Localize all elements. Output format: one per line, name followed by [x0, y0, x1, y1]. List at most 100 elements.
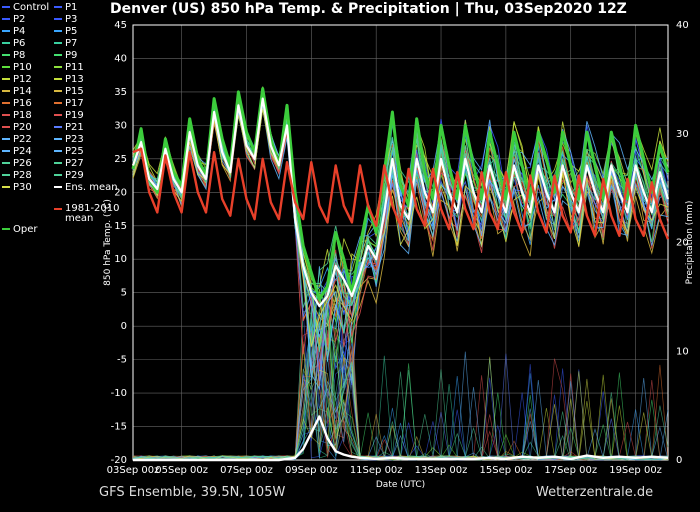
legend-label: P15 — [65, 86, 84, 97]
legend-item: 1981-2010 mean — [54, 203, 123, 223]
legend-swatch — [54, 18, 62, 20]
legend-item: P27 — [54, 158, 84, 170]
y-tick-label: -10 — [111, 388, 127, 399]
member-precip-line — [132, 332, 669, 461]
y-tick-label: 20 — [114, 187, 127, 198]
legend-swatch — [2, 150, 10, 152]
legend-label: P4 — [13, 26, 26, 37]
x-tick-label: 03Sep 00z — [107, 465, 160, 476]
legend-label: P25 — [65, 146, 84, 157]
member-precip-line — [132, 327, 669, 461]
legend-swatch — [2, 6, 10, 8]
x-tick-label: 19Sep 00z — [609, 465, 662, 476]
legend-item: P4 — [2, 26, 25, 38]
legend-label: P9 — [65, 50, 78, 61]
legend-swatch — [54, 186, 62, 188]
legend-item: P22 — [2, 134, 32, 146]
legend-label: P14 — [13, 86, 32, 97]
legend-item: P6 — [2, 38, 25, 50]
legend-item: P17 — [54, 98, 84, 110]
legend-label: P7 — [65, 38, 78, 49]
source-credit: Wetterzentrale.de — [536, 485, 654, 500]
legend-label: P18 — [13, 110, 32, 121]
legend-label: P13 — [65, 74, 84, 85]
legend-item: P12 — [2, 74, 32, 86]
legend-item: P14 — [2, 86, 32, 98]
legend-item: P23 — [54, 134, 84, 146]
legend-label: P23 — [65, 134, 84, 145]
y-tick-label: 25 — [114, 154, 127, 165]
legend-item: P28 — [2, 170, 32, 182]
member-precip-line — [132, 337, 668, 461]
legend-swatch — [54, 42, 62, 44]
legend-swatch — [54, 66, 62, 68]
legend-label: P1 — [65, 2, 78, 13]
legend-swatch — [2, 90, 10, 92]
climatology-line — [132, 147, 670, 240]
legend-label: P16 — [13, 98, 32, 109]
y2-tick-label: 0 — [676, 455, 682, 466]
legend-item: Oper — [2, 224, 37, 236]
x-tick-label: 07Sep 00z — [220, 465, 273, 476]
legend-item: Control — [2, 2, 49, 14]
legend-swatch — [54, 78, 62, 80]
legend-label: P29 — [65, 170, 84, 181]
legend-swatch — [54, 174, 62, 176]
legend-label: P24 — [13, 146, 32, 157]
legend-label: Oper — [13, 224, 38, 235]
oper-line — [131, 87, 670, 301]
member-precip-line — [132, 346, 669, 461]
legend-swatch — [54, 30, 62, 32]
x-tick-label: 11Sep 00z — [350, 465, 403, 476]
legend-item: P7 — [54, 38, 77, 50]
legend-swatch — [2, 174, 10, 176]
legend-swatch — [54, 90, 62, 92]
legend-label: 1981-2010 mean — [65, 202, 120, 224]
legend-item: P2 — [2, 14, 25, 26]
legend-label: P28 — [13, 170, 32, 181]
legend-swatch — [2, 126, 10, 128]
y-tick-label: -15 — [111, 422, 127, 433]
legend-item: P20 — [2, 122, 32, 134]
legend-label: P5 — [65, 26, 78, 37]
legend-label: P11 — [65, 62, 84, 73]
legend-item: P30 — [2, 182, 32, 194]
legend-label: P12 — [13, 74, 32, 85]
legend-label: P6 — [13, 38, 26, 49]
legend-swatch — [2, 54, 10, 56]
y2-tick-label: 10 — [676, 346, 689, 357]
member-precip-line — [132, 366, 669, 461]
legend-item: P3 — [54, 14, 77, 26]
y-tick-label: 0 — [121, 321, 127, 332]
legend-swatch — [2, 138, 10, 140]
x-tick-label: 17Sep 00z — [544, 465, 597, 476]
legend-label: P10 — [13, 62, 32, 73]
legend-item: P24 — [2, 146, 32, 158]
legend-swatch — [2, 102, 10, 104]
y2-tick-label: 30 — [676, 129, 689, 140]
ens-mean-precip-line — [133, 415, 669, 462]
legend-label: P20 — [13, 122, 32, 133]
legend-swatch — [54, 6, 62, 8]
y-tick-label: -5 — [117, 355, 127, 366]
y-tick-label: -20 — [111, 455, 127, 466]
x-axis-label: Date (UTC) — [376, 480, 425, 490]
member-precip-line — [132, 330, 669, 461]
x-tick-label: 09Sep 00z — [285, 465, 338, 476]
y-tick-label: 10 — [114, 254, 127, 265]
legend-item: P21 — [54, 122, 84, 134]
member-precip-line — [132, 345, 669, 461]
legend-label: P19 — [65, 110, 84, 121]
member-precip-line — [132, 333, 669, 461]
legend-item: P29 — [54, 170, 84, 182]
legend-item: P26 — [2, 158, 32, 170]
legend-swatch — [2, 66, 10, 68]
member-precip-line — [132, 326, 669, 461]
legend-swatch — [2, 186, 10, 188]
legend-label: P26 — [13, 158, 32, 169]
y2-tick-label: 20 — [676, 238, 689, 249]
y-axis-label: 850 hPa Temp. (°C) — [103, 199, 113, 286]
x-tick-label: 13Sep 00z — [415, 465, 468, 476]
y-tick-label: 30 — [114, 120, 127, 131]
